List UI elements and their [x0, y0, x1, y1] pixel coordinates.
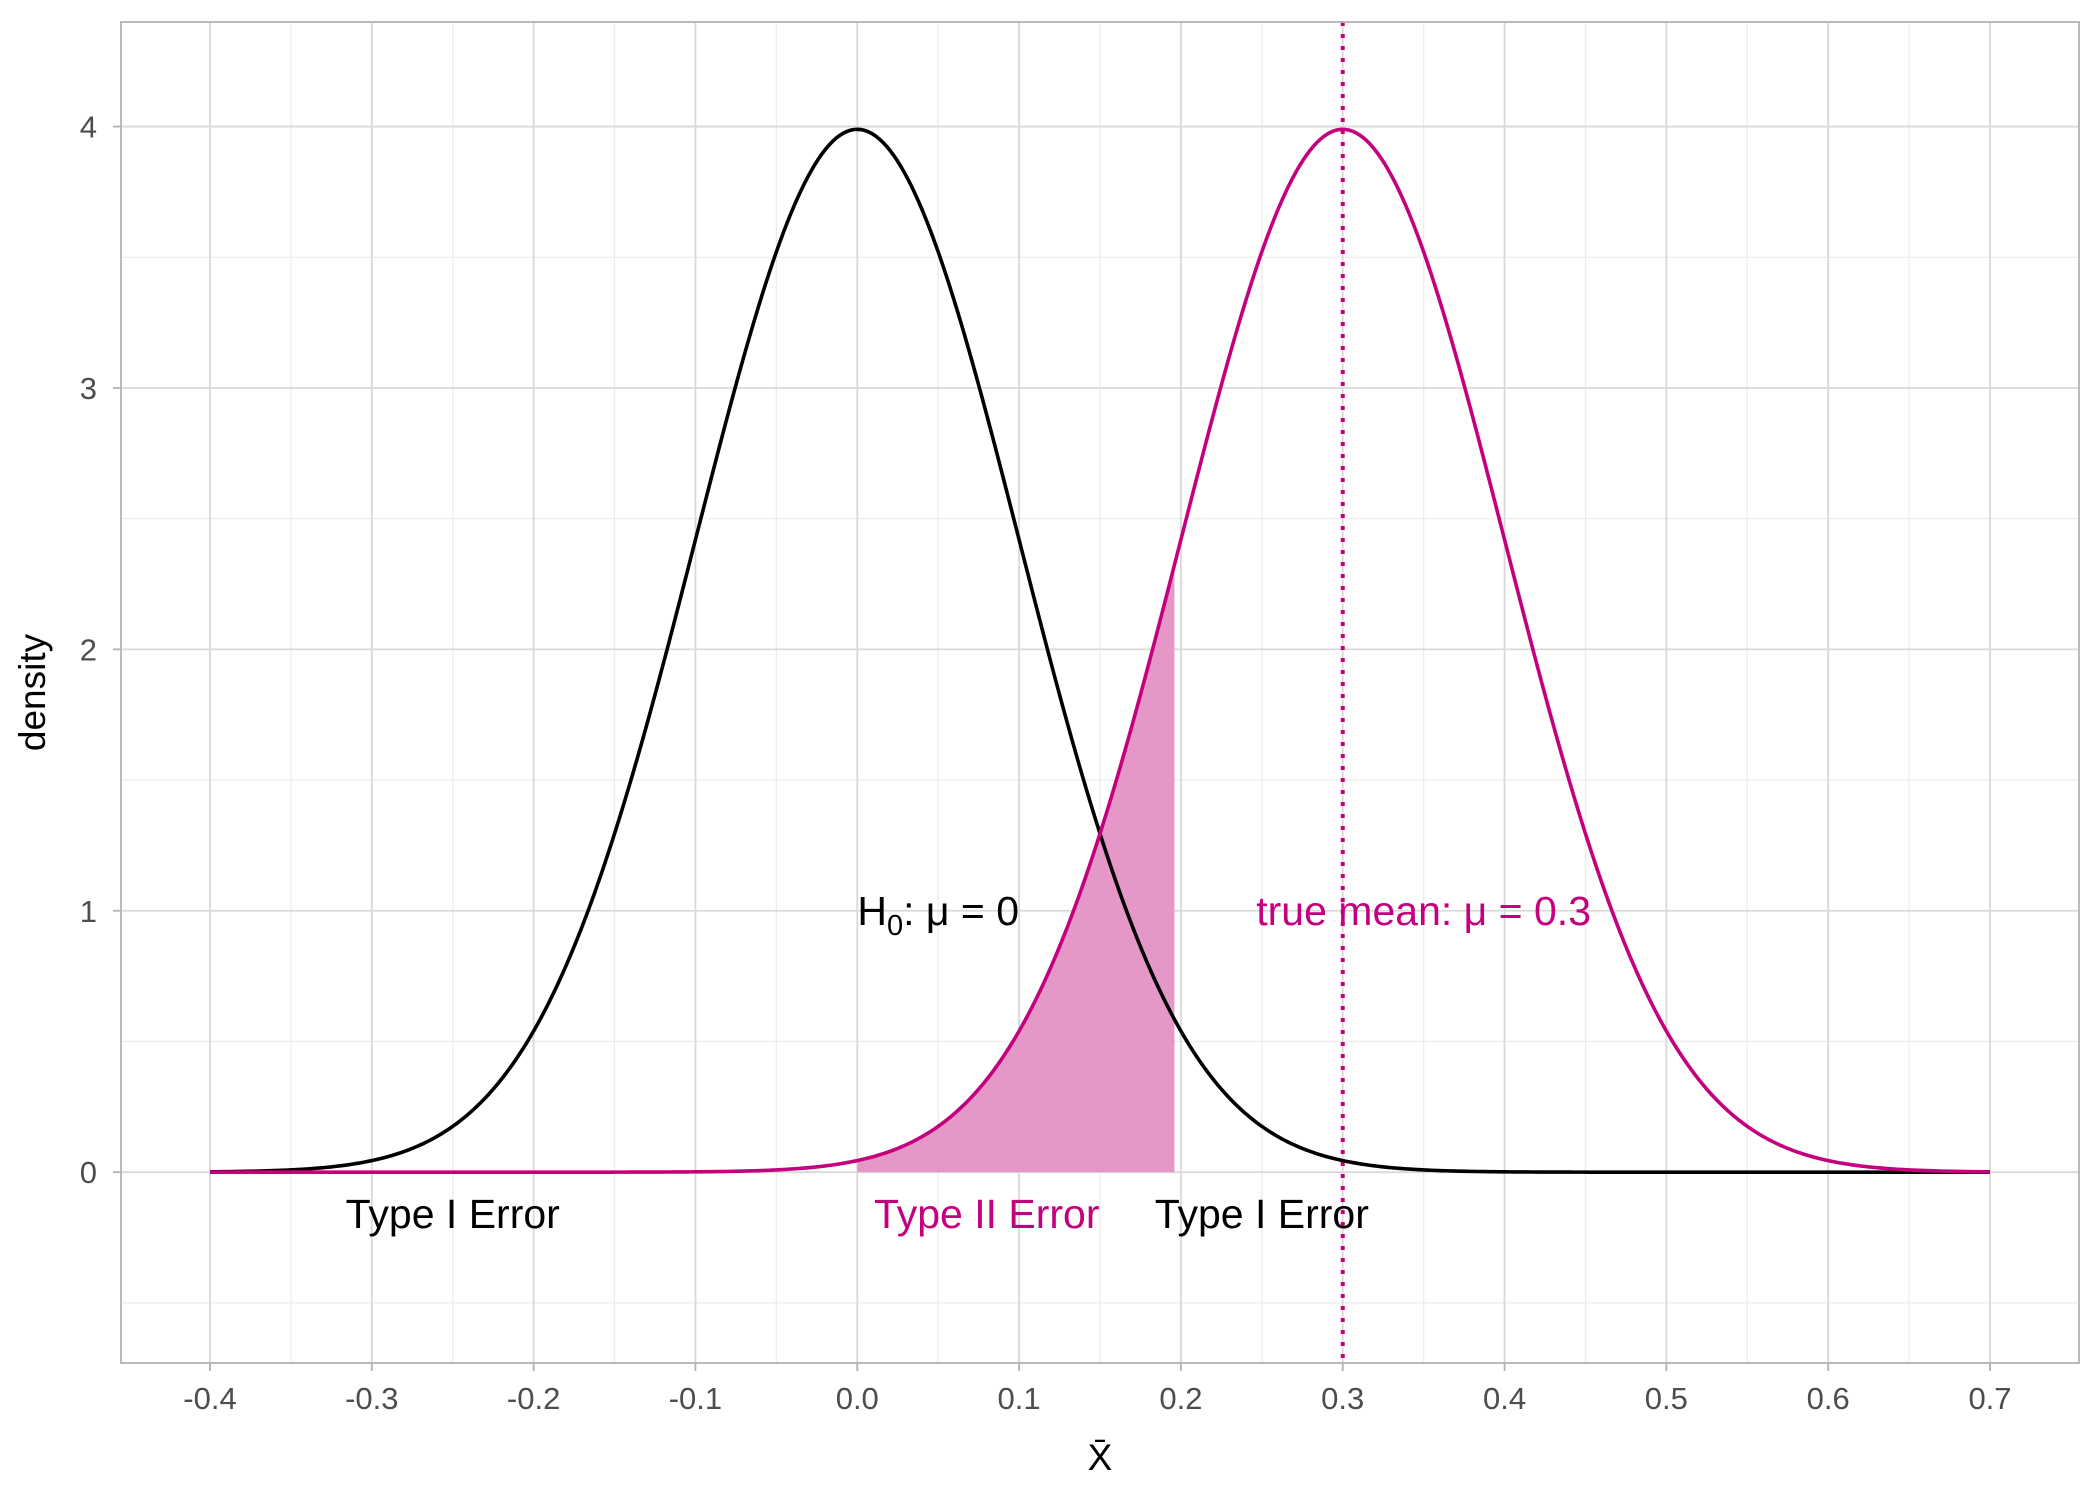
x-tick-label: 0.1	[998, 1381, 1041, 1416]
y-tick-label: 1	[80, 894, 97, 929]
y-tick-label: 4	[80, 110, 97, 145]
x-tick-label: 0.2	[1159, 1381, 1202, 1416]
y-tick-label: 3	[80, 371, 97, 406]
true-mean-annotation: true mean: μ = 0.3	[1256, 888, 1591, 934]
type-i-error-left-label: Type I Error	[346, 1191, 560, 1237]
y-tick-label: 0	[80, 1155, 97, 1190]
h0-annotation: H0: μ = 0	[857, 888, 1019, 942]
x-tick-label: -0.4	[183, 1381, 236, 1416]
x-tick-label: -0.3	[345, 1381, 398, 1416]
h0-suffix: : μ = 0	[903, 888, 1019, 934]
x-tick-label: 0.6	[1807, 1381, 1850, 1416]
y-axis-ticks: 0 1 2 3 4	[80, 110, 121, 1190]
x-axis-title: X̄	[1088, 1437, 1113, 1478]
x-tick-label: 0.3	[1321, 1381, 1364, 1416]
alternative-distribution-curve	[210, 127, 1991, 1174]
y-axis-title: density	[12, 633, 53, 751]
x-axis-ticks: -0.4 -0.3 -0.2 -0.1 0.0 0.1 0.2 0.3 0.4 0.5 0.6 0.7	[183, 1363, 2012, 1416]
x-tick-label: -0.1	[669, 1381, 722, 1416]
h0-subscript: 0	[887, 910, 903, 942]
h0-prefix: H	[857, 888, 887, 934]
x-tick-label: 0.5	[1645, 1381, 1688, 1416]
x-tick-label: 0.4	[1483, 1381, 1526, 1416]
type-ii-error-label: Type II Error	[874, 1191, 1100, 1237]
y-tick-label: 2	[80, 632, 97, 667]
type-i-error-right-label: Type I Error	[1155, 1191, 1369, 1237]
type-ii-error-region	[857, 564, 1175, 1173]
plot-panel-border	[120, 21, 2080, 1364]
x-tick-label: 0.0	[836, 1381, 879, 1416]
x-tick-label: 0.7	[1968, 1381, 2011, 1416]
x-tick-label: -0.2	[507, 1381, 560, 1416]
